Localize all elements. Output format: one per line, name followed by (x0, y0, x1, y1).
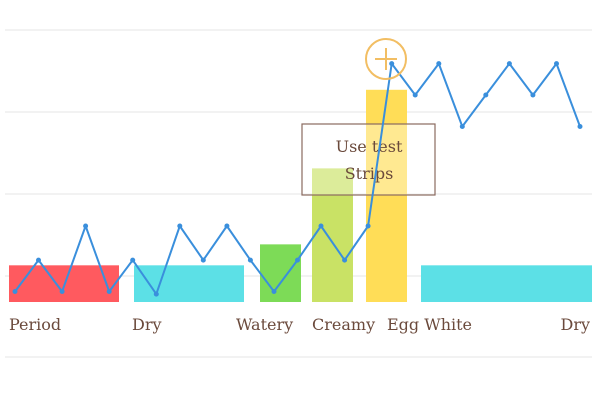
series-point (412, 92, 418, 98)
annotation-line-2: Strips (345, 164, 394, 183)
series-point (459, 124, 465, 129)
series-point (436, 61, 442, 67)
series-point (59, 289, 65, 294)
series-point (530, 92, 536, 98)
annotation-line-1: Use test (336, 137, 403, 156)
series-point (577, 124, 583, 129)
series-point (554, 61, 559, 67)
annotation: Use test Strips (301, 123, 436, 196)
bars (9, 89, 592, 302)
series-point (506, 61, 512, 67)
bar-dry (134, 265, 244, 302)
series-point (271, 289, 277, 294)
category-labels: Period Dry Watery Creamy Egg White Dry (9, 315, 590, 334)
bar-watery (260, 244, 301, 302)
series-point (36, 257, 41, 263)
series-point (389, 61, 395, 67)
series-point (12, 289, 18, 294)
series-point (483, 92, 489, 98)
series-point (83, 223, 89, 229)
series-point (295, 257, 300, 263)
category-label: Creamy (312, 315, 375, 334)
annotation-box (301, 123, 436, 196)
series (12, 61, 583, 297)
plus-circle-icon[interactable] (365, 38, 407, 80)
series-point (342, 257, 348, 263)
series-point (153, 291, 159, 297)
bar-dry (421, 265, 592, 302)
series-point (224, 223, 230, 229)
series-point (247, 257, 253, 263)
category-label: Watery (236, 315, 293, 334)
category-label: Egg White (387, 315, 472, 334)
category-label: Dry (560, 315, 590, 334)
series-point (200, 257, 206, 263)
series-point (318, 223, 324, 229)
series-point (177, 223, 183, 229)
category-label: Dry (132, 315, 162, 334)
bar-creamy (312, 168, 353, 302)
plus-circle-ring[interactable] (365, 38, 407, 80)
category-label: Period (9, 315, 61, 334)
series-point (130, 257, 136, 263)
series-point (365, 223, 371, 229)
gridlines (5, 29, 592, 358)
series-point (106, 289, 112, 294)
